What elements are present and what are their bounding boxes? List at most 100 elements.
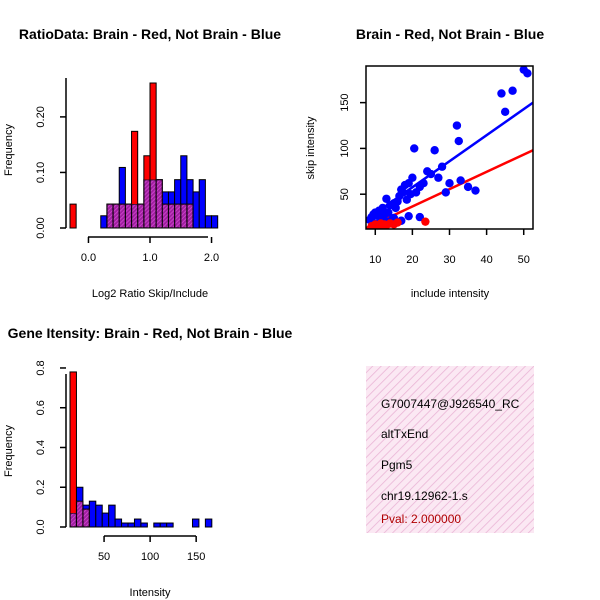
intensity-overlap-hatch xyxy=(82,510,90,518)
ratio-overlap-hatch xyxy=(143,213,151,220)
scatter-x-tick-label: 50 xyxy=(518,254,530,266)
intensity-bar-overlap xyxy=(82,509,90,527)
intensity-overlap-hatch xyxy=(88,526,90,527)
ratio-overlap-hatch xyxy=(150,185,157,192)
ratio-overlap-hatch xyxy=(137,209,144,217)
ratio-overlap-hatch xyxy=(143,205,151,212)
ratio-overlap-hatch xyxy=(150,221,157,228)
ratio-overlap-hatch xyxy=(162,221,169,229)
intensity-bar-overlap xyxy=(76,501,83,537)
ratio-overlap-hatch xyxy=(137,221,144,229)
intensity-x-tick-label: 100 xyxy=(141,551,159,563)
intensity-bar-not-brain xyxy=(127,522,135,528)
intensity-overlap-hatch xyxy=(82,518,90,526)
scatter-x-tick-label: 30 xyxy=(443,254,455,266)
ratio-bar-not-brain xyxy=(204,215,213,229)
ratio-overlap-hatch xyxy=(190,225,194,229)
ratio-overlap-hatch xyxy=(143,197,151,204)
scatter-point-not-brain xyxy=(391,203,400,213)
ratio-overlap-hatch xyxy=(162,213,169,221)
ratio-overlap-hatch xyxy=(181,230,187,236)
ratio-bar-overlap xyxy=(113,204,120,229)
scatter-x-tick-label: 10 xyxy=(369,254,381,266)
ratio-overlap-fill xyxy=(106,204,114,228)
scatter-point-brain xyxy=(421,217,430,226)
scatter-panel: Brain - Red, Not Brain - Blue 10 20 30 40 50… xyxy=(305,26,544,300)
ratio-overlap-hatch xyxy=(131,221,138,229)
ratio-overlap-hatch xyxy=(138,230,144,236)
scatter-point-not-brain xyxy=(441,188,450,197)
intensity-bar-not-brain xyxy=(191,518,200,528)
info-box-background xyxy=(366,366,534,533)
intensity-bar-not-brain xyxy=(108,504,116,528)
ratio-overlap-hatch xyxy=(150,205,157,212)
ratio-overlap-hatch xyxy=(153,225,157,229)
ratio-overlap-hatch xyxy=(150,209,157,216)
ratio-bar-overlap xyxy=(150,179,157,229)
ratio-y-label: Frequency xyxy=(3,124,15,176)
scatter-y-label: skip intensity xyxy=(305,116,317,179)
ratio-overlap-hatch xyxy=(106,209,114,217)
ratio-overlap-fill xyxy=(137,204,144,228)
intensity-bar-not-brain xyxy=(140,522,148,528)
ratio-overlap-hatch xyxy=(125,204,127,205)
ratio-overlap-hatch xyxy=(113,209,120,217)
intensity-bar-not-brain xyxy=(114,518,123,528)
ratio-overlap-hatch xyxy=(113,221,120,229)
ratio-overlap-hatch xyxy=(132,230,138,236)
ratio-overlap-hatch xyxy=(186,213,194,221)
ratio-bar-overlap xyxy=(125,204,132,229)
scatter-point-not-brain xyxy=(382,194,391,203)
ratio-overlap-hatch xyxy=(162,217,169,225)
intensity-bars xyxy=(69,371,213,537)
intensity-bar-not-brain xyxy=(166,522,174,528)
intensity-overlap-hatch xyxy=(70,518,77,526)
scatter-y-ticks: 50 100 150 xyxy=(339,93,366,200)
ratio-overlap-hatch xyxy=(165,225,169,229)
ratio-overlap-hatch xyxy=(156,230,162,236)
ratio-overlap-fill xyxy=(174,204,181,228)
intensity-overlap-hatch xyxy=(76,518,83,526)
ratio-overlap-hatch xyxy=(119,230,125,236)
scatter-point-not-brain xyxy=(419,179,428,188)
ratio-overlap-hatch xyxy=(156,209,163,216)
scatter-point-not-brain xyxy=(445,179,454,188)
ratio-y-tick-label: 0.20 xyxy=(35,106,47,127)
ratio-overlap-hatch xyxy=(113,213,120,221)
ratio-overlap-hatch xyxy=(168,217,175,225)
ratio-overlap-hatch xyxy=(156,185,163,192)
intensity-bar-not-brain xyxy=(95,504,103,528)
ratio-bar-not-brain xyxy=(100,215,108,229)
intensity-y-tick-label: 0.4 xyxy=(35,440,47,455)
ratio-x-tick-label: 2.0 xyxy=(204,252,219,264)
ratio-overlap-hatch xyxy=(119,213,126,221)
ratio-overlap-hatch xyxy=(180,205,187,213)
ratio-overlap-hatch xyxy=(156,201,163,208)
intensity-overlap-hatch xyxy=(76,531,82,537)
ratio-overlap-hatch xyxy=(150,193,157,200)
scatter-x-tick-label: 20 xyxy=(406,254,418,266)
ratio-overlap-hatch xyxy=(168,209,175,217)
ratio-overlap-hatch xyxy=(180,204,186,209)
intensity-y-ticks: 0.0 0.2 0.4 0.6 0.8 xyxy=(35,360,66,535)
ratio-overlap-hatch xyxy=(125,204,131,209)
ratio-overlap-hatch xyxy=(143,209,151,216)
info-probe-id: G7007447@J926540_RC xyxy=(381,397,520,411)
ratio-overlap-hatch xyxy=(144,230,150,236)
ratio-overlap-fill xyxy=(143,179,150,228)
scatter-point-not-brain xyxy=(410,144,419,153)
ratio-overlap-hatch xyxy=(174,209,181,217)
info-locus: chr19.12962-1.s xyxy=(381,489,468,503)
ratio-overlap-fill xyxy=(131,204,138,228)
ratio-bar-overlap xyxy=(131,204,138,236)
ratio-bar-not-brain xyxy=(198,179,206,229)
ratio-bar-overlap xyxy=(168,204,175,229)
intensity-overlap-hatch xyxy=(70,513,75,518)
ratio-overlap-hatch xyxy=(162,204,167,209)
ratio-x-label: Log2 Ratio Skip/Include xyxy=(92,288,208,300)
ratio-overlap-hatch xyxy=(162,230,168,236)
ratio-overlap-hatch xyxy=(174,204,180,209)
intensity-overlap-hatch xyxy=(77,522,83,528)
ratio-overlap-fill xyxy=(119,204,126,228)
ratio-overlap-hatch xyxy=(146,225,151,229)
